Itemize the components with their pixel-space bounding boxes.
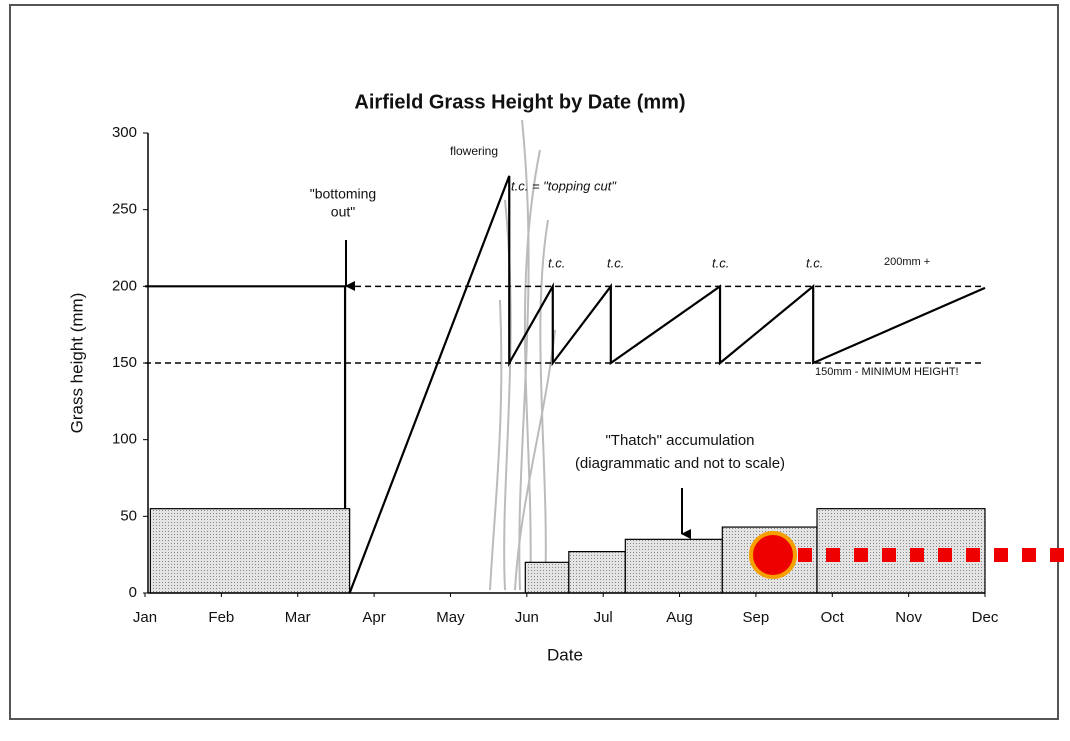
chart: Airfield Grass Height by Date (mm) Date …	[0, 0, 1070, 741]
y-tick-label: 250	[112, 201, 137, 218]
annotation: out"	[331, 204, 355, 220]
x-tick-label: Jan	[133, 609, 157, 626]
x-tick-label: Jun	[515, 609, 539, 626]
thatch-bar	[150, 509, 349, 593]
x-tick-label: Mar	[285, 609, 311, 626]
annotation: "bottoming	[310, 186, 376, 202]
y-tick-label: 200	[112, 277, 137, 294]
y-axis-label: Grass height (mm)	[67, 293, 86, 434]
thatch-bar	[525, 562, 569, 593]
thatch-bar	[817, 509, 985, 593]
annotation: t.c. = "topping cut"	[511, 178, 617, 193]
y-tick-label: 150	[112, 354, 137, 371]
annotation: t.c.	[712, 255, 729, 270]
x-axis-label: Date	[547, 645, 583, 664]
x-tick-label: May	[436, 609, 465, 626]
x-tick-label: Apr	[362, 609, 385, 626]
x-tick-label: Nov	[895, 609, 922, 626]
x-tick-label: Aug	[666, 609, 693, 626]
chart-title: Airfield Grass Height by Date (mm)	[354, 91, 685, 113]
thatch-bar	[569, 552, 626, 593]
cursor	[751, 533, 795, 577]
x-tick-label: Feb	[208, 609, 234, 626]
annotation: "Thatch" accumulation	[605, 432, 754, 449]
x-tick-label: Dec	[972, 609, 999, 626]
y-tick-label: 50	[120, 507, 137, 524]
series-line	[145, 286, 345, 508]
y-tick-label: 100	[112, 431, 137, 448]
annotation: 150mm - MINIMUM HEIGHT!	[815, 366, 959, 378]
y-tick-label: 0	[129, 584, 137, 601]
annotation: t.c.	[548, 255, 565, 270]
annotation: 200mm +	[884, 256, 930, 268]
x-tick-label: Oct	[821, 609, 845, 626]
annotation: t.c.	[607, 255, 624, 270]
y-tick-label: 300	[112, 124, 137, 141]
annotation: t.c.	[806, 255, 823, 270]
x-tick-label: Jul	[594, 609, 613, 626]
thatch-bar	[625, 539, 722, 593]
annotation: (diagrammatic and not to scale)	[575, 455, 785, 472]
annotation: flowering	[450, 144, 498, 158]
x-tick-label: Sep	[743, 609, 770, 626]
